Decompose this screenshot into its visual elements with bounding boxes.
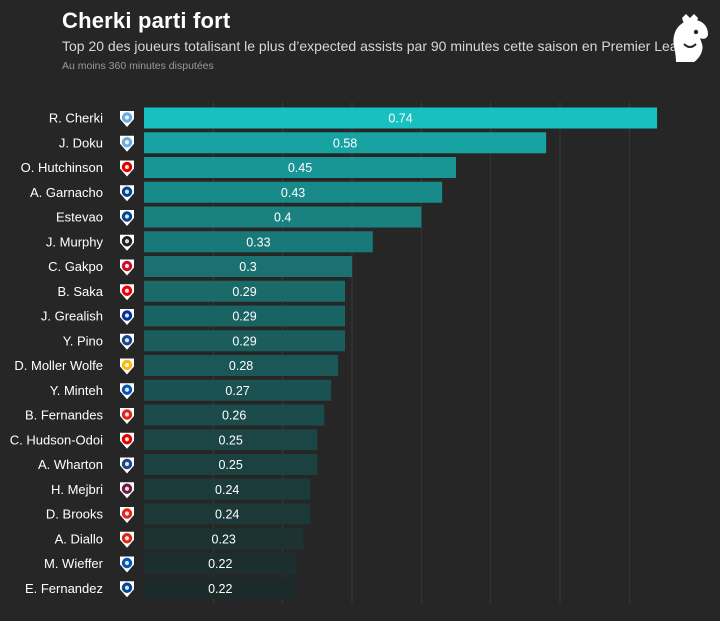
player-tick-label: O. Hutchinson [21, 160, 103, 175]
bar-r-cherki [144, 107, 658, 129]
crystal-palace-badge-icon [120, 333, 134, 350]
man-united-badge-icon [120, 531, 134, 548]
bar-value-label: 0.4 [274, 211, 291, 225]
nottingham-forest-badge-icon [120, 160, 134, 177]
brighton-badge-icon [120, 383, 134, 400]
player-tick-label: J. Doku [59, 135, 103, 150]
player-tick-label: M. Wieffer [44, 556, 104, 571]
burnley-badge-icon [120, 482, 134, 499]
bar-a-garnacho [144, 181, 443, 203]
chelsea-badge-icon [120, 210, 134, 226]
man-united-badge-icon [120, 408, 134, 424]
player-tick-label: Y. Minteh [50, 383, 103, 398]
player-tick-label: J. Murphy [46, 234, 104, 249]
bar-j-grealish [144, 305, 346, 327]
bar-value-label: 0.29 [232, 310, 256, 324]
arsenal-badge-icon [120, 284, 134, 301]
chelsea-badge-icon [120, 185, 134, 202]
newcastle-badge-icon [120, 234, 134, 251]
player-tick-label: B. Saka [57, 284, 103, 299]
player-tick-label: H. Mejbri [51, 482, 103, 497]
player-tick-label: Estevao [56, 210, 103, 225]
bar-h-mejbri [144, 478, 311, 500]
chart-note: Au moins 360 minutes disputées [62, 60, 214, 72]
everton-badge-icon [120, 309, 134, 325]
bar-a-diallo [144, 528, 304, 550]
bar-value-label: 0.24 [215, 483, 239, 497]
player-tick-label: C. Hudson-Odoi [10, 432, 103, 447]
player-tick-label: D. Brooks [46, 507, 104, 522]
bar-j-murphy [144, 231, 373, 253]
bar-d-moller-wolfe [144, 355, 339, 376]
bar-value-label: 0.23 [212, 532, 236, 546]
bar-value-label: 0.58 [333, 136, 357, 150]
bar-value-label: 0.22 [208, 557, 232, 571]
bar-b-fernandes [144, 404, 325, 426]
bar-a-wharton [144, 454, 318, 475]
chart-title: Cherki parti fort [62, 8, 231, 33]
chelsea-badge-icon [120, 581, 134, 598]
bar-value-label: 0.27 [225, 384, 249, 398]
bar-value-label: 0.29 [232, 285, 256, 299]
bar-value-label: 0.43 [281, 186, 305, 200]
player-tick-label: A. Garnacho [30, 185, 103, 200]
player-tick-label: E. Fernandez [25, 581, 103, 596]
bar-d-brooks [144, 503, 311, 525]
player-tick-label: A. Diallo [55, 531, 103, 546]
chart-subtitle: Top 20 des joueurs totalisant le plus d’… [62, 38, 701, 54]
bar-value-label: 0.26 [222, 409, 246, 423]
bar-value-label: 0.29 [232, 334, 256, 348]
bar-value-label: 0.45 [288, 161, 312, 175]
liverpool-badge-icon [120, 259, 134, 276]
bar-value-label: 0.22 [208, 582, 232, 596]
player-tick-label: Y. Pino [63, 333, 103, 348]
bar-e-fernandez [144, 577, 297, 599]
player-tick-label: R. Cherki [49, 111, 103, 126]
bar-c-gakpo [144, 256, 352, 277]
bar-estevao [144, 206, 422, 228]
brighton-badge-icon [120, 556, 134, 573]
man-city-badge-icon [120, 135, 134, 152]
bar-value-label: 0.24 [215, 508, 239, 522]
player-tick-label: D. Moller Wolfe [14, 358, 103, 373]
bar-value-label: 0.28 [229, 359, 253, 373]
bar-b-saka [144, 280, 346, 302]
wolves-badge-icon [120, 358, 134, 375]
bar-value-label: 0.33 [246, 235, 270, 249]
bar-j-doku [144, 132, 547, 154]
bar-value-label: 0.25 [218, 433, 242, 447]
bar-o-hutchinson [144, 157, 456, 178]
bar-m-wieffer [144, 553, 297, 574]
bar-y-pino [144, 330, 346, 352]
bar-c-hudson-odoi [144, 429, 318, 451]
crystal-palace-badge-icon [120, 457, 134, 474]
man-city-badge-icon [120, 111, 134, 127]
bar-value-label: 0.3 [239, 260, 256, 274]
bar-y-minteh [144, 379, 332, 401]
bar-value-label: 0.25 [218, 458, 242, 472]
player-tick-label: C. Gakpo [48, 259, 103, 274]
player-tick-label: J. Grealish [41, 309, 103, 324]
premier-league-lion-icon [673, 14, 708, 62]
player-tick-label: A. Wharton [38, 457, 103, 472]
bournemouth-badge-icon [120, 507, 134, 523]
nottingham-forest-badge-icon [120, 432, 134, 449]
player-tick-label: B. Fernandes [25, 408, 104, 423]
bar-value-label: 0.74 [388, 112, 412, 126]
